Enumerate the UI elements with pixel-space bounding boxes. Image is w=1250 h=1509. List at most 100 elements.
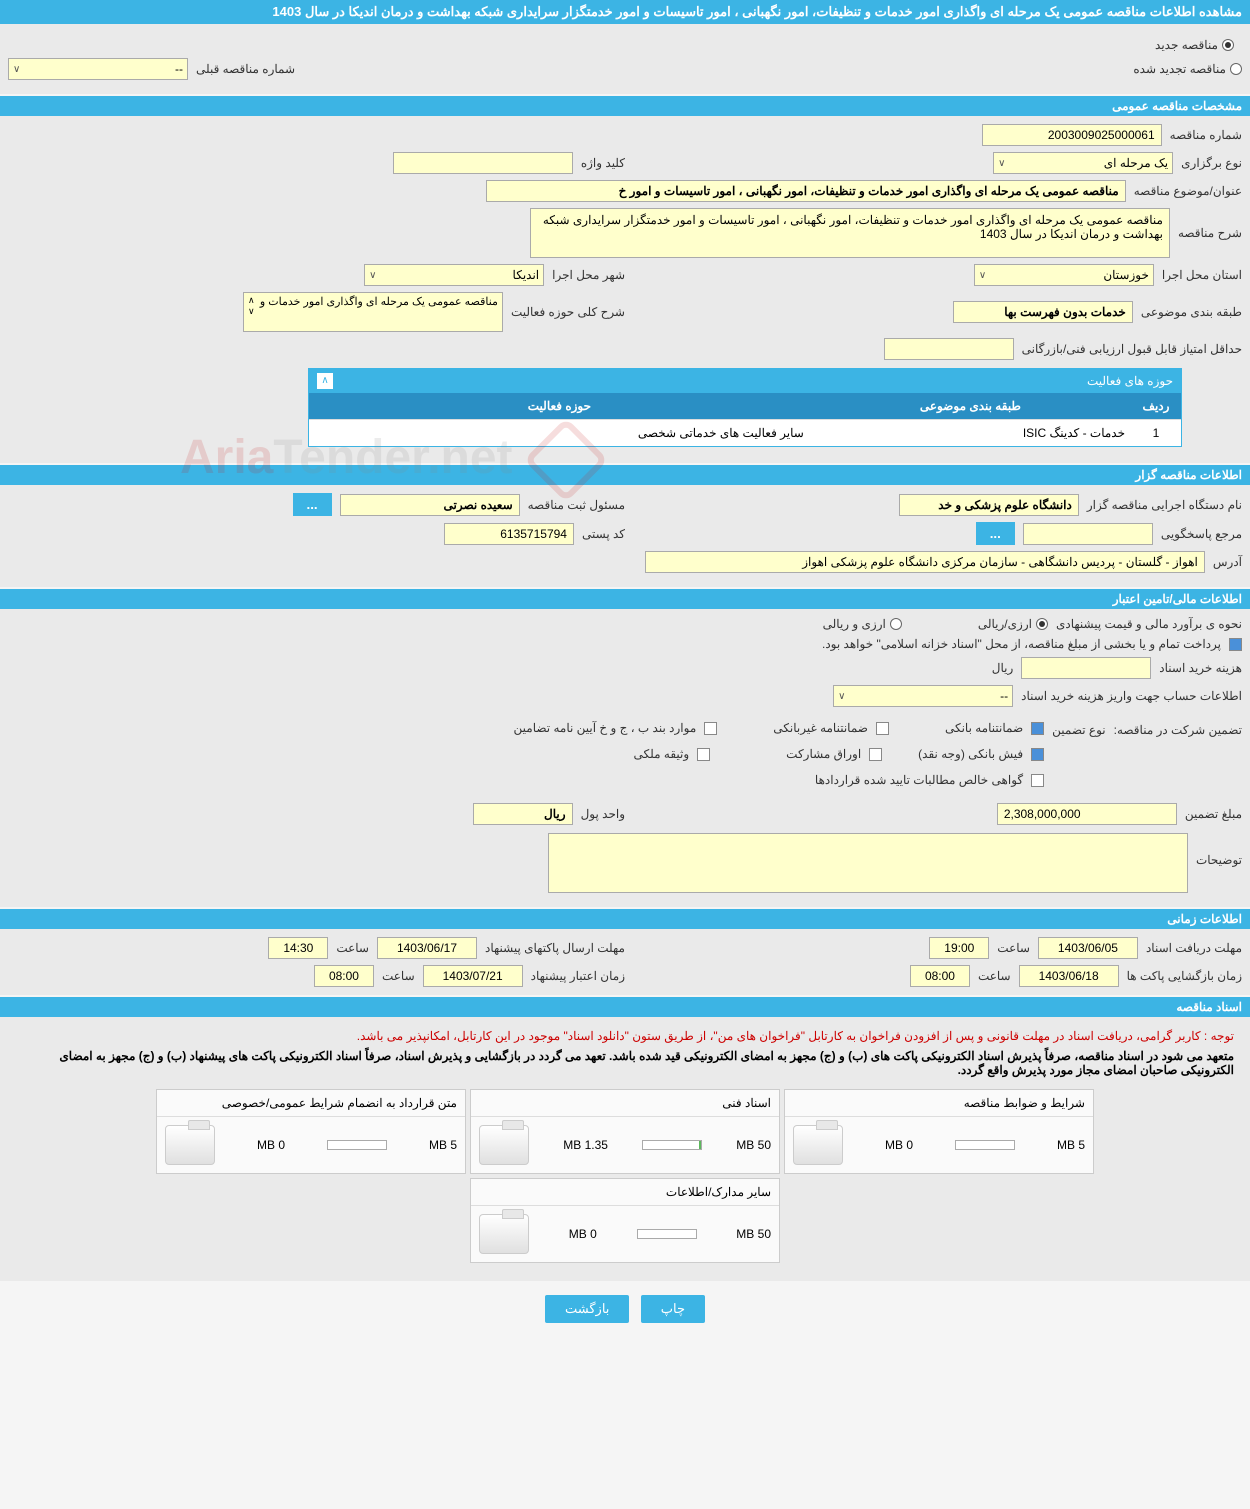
validity-time-field[interactable]: 08:00 [314, 965, 374, 987]
city-label: شهر محل اجرا [552, 268, 625, 282]
cb-receivables[interactable] [1031, 774, 1044, 787]
postal-field[interactable]: 6135715794 [444, 523, 574, 545]
table-row: 1 خدمات - کدینگ ISIC سایر فعالیت های خدم… [309, 420, 1181, 447]
province-label: استان محل اجرا [1162, 268, 1242, 282]
address-field[interactable]: اهواز - گلستان - پردیس دانشگاهی - سازمان… [645, 551, 1205, 573]
address-label: آدرس [1213, 555, 1242, 569]
guarantee-label: تضمین شرکت در مناقصه: [1114, 723, 1242, 737]
chevron-down-icon: ∨ [838, 691, 845, 702]
col-activity: حوزه فعالیت [309, 393, 810, 420]
prev-number-label: شماره مناقصه قبلی [196, 62, 295, 76]
cb-bank-receipt[interactable] [1031, 748, 1044, 761]
back-button[interactable]: بازگشت [545, 1295, 629, 1323]
folder-icon[interactable] [479, 1125, 529, 1165]
contact-label: مرجع پاسخگویی [1161, 527, 1242, 541]
notice-bold: متعهد می شود در اسناد مناقصه، صرفاً پذیر… [8, 1047, 1242, 1079]
section-general: مشخصات مناقصه عمومی [0, 96, 1250, 116]
activity-select[interactable]: مناقصه عمومی یک مرحله ای واگذاری امور خد… [243, 292, 503, 332]
chevron-down-icon: ∨ [248, 306, 255, 317]
progress-bar [637, 1229, 697, 1239]
cb-bank-guarantee[interactable] [1031, 722, 1044, 735]
notes-textarea[interactable] [548, 833, 1188, 893]
province-select[interactable]: خوزستان ∨ [974, 264, 1154, 286]
col-category: طبقه بندی موضوعی [810, 393, 1131, 420]
open-time-field[interactable]: 08:00 [910, 965, 970, 987]
min-score-label: حداقل امتیاز قابل قبول ارزیابی فنی/بازرگ… [1022, 342, 1242, 356]
grid-title: حوزه های فعالیت [1087, 374, 1173, 388]
radio-renewed-label: مناقصه تجدید شده [1133, 62, 1226, 76]
guarantee-amount-field[interactable]: 2,308,000,000 [997, 803, 1177, 825]
account-select[interactable]: -- ∨ [833, 685, 1013, 707]
progress-bar [642, 1140, 702, 1150]
desc-textarea[interactable]: مناقصه عمومی یک مرحله ای واگذاری امور خد… [530, 208, 1170, 258]
doc-box-terms: شرایط و ضوابط مناقصه 5 MB 0 MB [784, 1089, 1094, 1174]
hold-type-select[interactable]: یک مرحله ای ∨ [993, 152, 1173, 174]
receive-date-field[interactable]: 1403/06/05 [1038, 937, 1138, 959]
collapse-icon[interactable]: ∧ [317, 373, 333, 389]
currency-unit-label: واحد پول [581, 807, 625, 821]
radio-rial[interactable]: ارزی/ریالی [978, 617, 1048, 631]
guarantee-amount-label: مبلغ تضمین [1185, 807, 1242, 821]
receive-time-field[interactable]: 19:00 [929, 937, 989, 959]
notice-red: توجه : کاربر گرامی، دریافت اسناد در مهلت… [8, 1025, 1242, 1047]
chevron-down-icon: ∨ [369, 270, 376, 281]
radio-currency[interactable]: ارزی و ریالی [823, 617, 902, 631]
folder-icon[interactable] [793, 1125, 843, 1165]
category-field: خدمات بدون فهرست بها [953, 301, 1133, 323]
doc-cost-field[interactable] [1021, 657, 1151, 679]
submit-deadline-label: مهلت ارسال پاکتهای پیشنهاد [485, 941, 625, 955]
min-score-field[interactable] [884, 338, 1014, 360]
submit-time-field[interactable]: 14:30 [268, 937, 328, 959]
postal-label: کد پستی [582, 527, 625, 541]
keyword-field[interactable] [393, 152, 573, 174]
category-label: طبقه بندی موضوعی [1141, 305, 1242, 319]
receive-deadline-label: مهلت دریافت اسناد [1146, 941, 1242, 955]
doc-box-contract: متن قرارداد به انضمام شرایط عمومی/خصوصی … [156, 1089, 466, 1174]
progress-bar [327, 1140, 387, 1150]
cb-regulation-items[interactable] [704, 722, 717, 735]
registrar-label: مسئول ثبت مناقصه [528, 498, 625, 512]
contact-lookup-button[interactable]: ... [976, 522, 1015, 545]
chevron-up-icon: ∧ [248, 295, 255, 306]
validity-date-field[interactable]: 1403/07/21 [423, 965, 523, 987]
section-organizer: اطلاعات مناقصه گزار [0, 465, 1250, 485]
submit-date-field[interactable]: 1403/06/17 [377, 937, 477, 959]
open-date-field[interactable]: 1403/06/18 [1019, 965, 1119, 987]
radio-new-label: مناقصه جدید [1155, 38, 1218, 52]
cb-nonbank-guarantee[interactable] [876, 722, 889, 735]
subject-field[interactable]: مناقصه عمومی یک مرحله ای واگذاری امور خد… [486, 180, 1126, 202]
col-row: ردیف [1131, 393, 1181, 420]
cb-bonds[interactable] [869, 748, 882, 761]
contact-field[interactable] [1023, 523, 1153, 545]
registrar-field: سعیده نصرتی [340, 494, 520, 516]
print-button[interactable]: چاپ [641, 1295, 705, 1323]
hold-type-label: نوع برگزاری [1181, 156, 1242, 170]
prev-number-select[interactable]: -- ∨ [8, 58, 188, 80]
section-documents: اسناد مناقصه [0, 997, 1250, 1017]
chevron-down-icon: ∨ [979, 270, 986, 281]
radio-new-tender[interactable]: مناقصه جدید [1155, 38, 1234, 52]
folder-icon[interactable] [165, 1125, 215, 1165]
cb-property[interactable] [697, 748, 710, 761]
registrar-lookup-button[interactable]: ... [293, 493, 332, 516]
progress-bar [955, 1140, 1015, 1150]
tender-number-field: 2003009025000061 [982, 124, 1162, 146]
treasury-checkbox[interactable] [1229, 638, 1242, 651]
chevron-down-icon: ∨ [13, 64, 20, 75]
currency-unit-field: ریال [473, 803, 573, 825]
activity-grid: حوزه های فعالیت ∧ ردیف طبقه بندی موضوعی … [308, 368, 1182, 447]
keyword-label: کلید واژه [581, 156, 625, 170]
treasury-note: پرداخت تمام و یا بخشی از مبلغ مناقصه، از… [822, 637, 1221, 651]
chevron-down-icon: ∨ [998, 158, 1005, 169]
city-select[interactable]: اندیکا ∨ [364, 264, 544, 286]
rial-unit: ریال [992, 661, 1014, 675]
tender-number-label: شماره مناقصه [1170, 128, 1242, 142]
section-timing: اطلاعات زمانی [0, 909, 1250, 929]
radio-renewed-tender[interactable]: مناقصه تجدید شده [1133, 62, 1242, 76]
folder-icon[interactable] [479, 1214, 529, 1254]
method-label: نحوه ی برآورد مالی و قیمت پیشنهادی [1056, 617, 1242, 631]
page-title: مشاهده اطلاعات مناقصه عمومی یک مرحله ای … [0, 0, 1250, 24]
org-field: دانشگاه علوم پزشکی و خد [899, 494, 1079, 516]
desc-label: شرح مناقصه [1178, 226, 1242, 240]
notes-label: توضیحات [1196, 853, 1242, 867]
